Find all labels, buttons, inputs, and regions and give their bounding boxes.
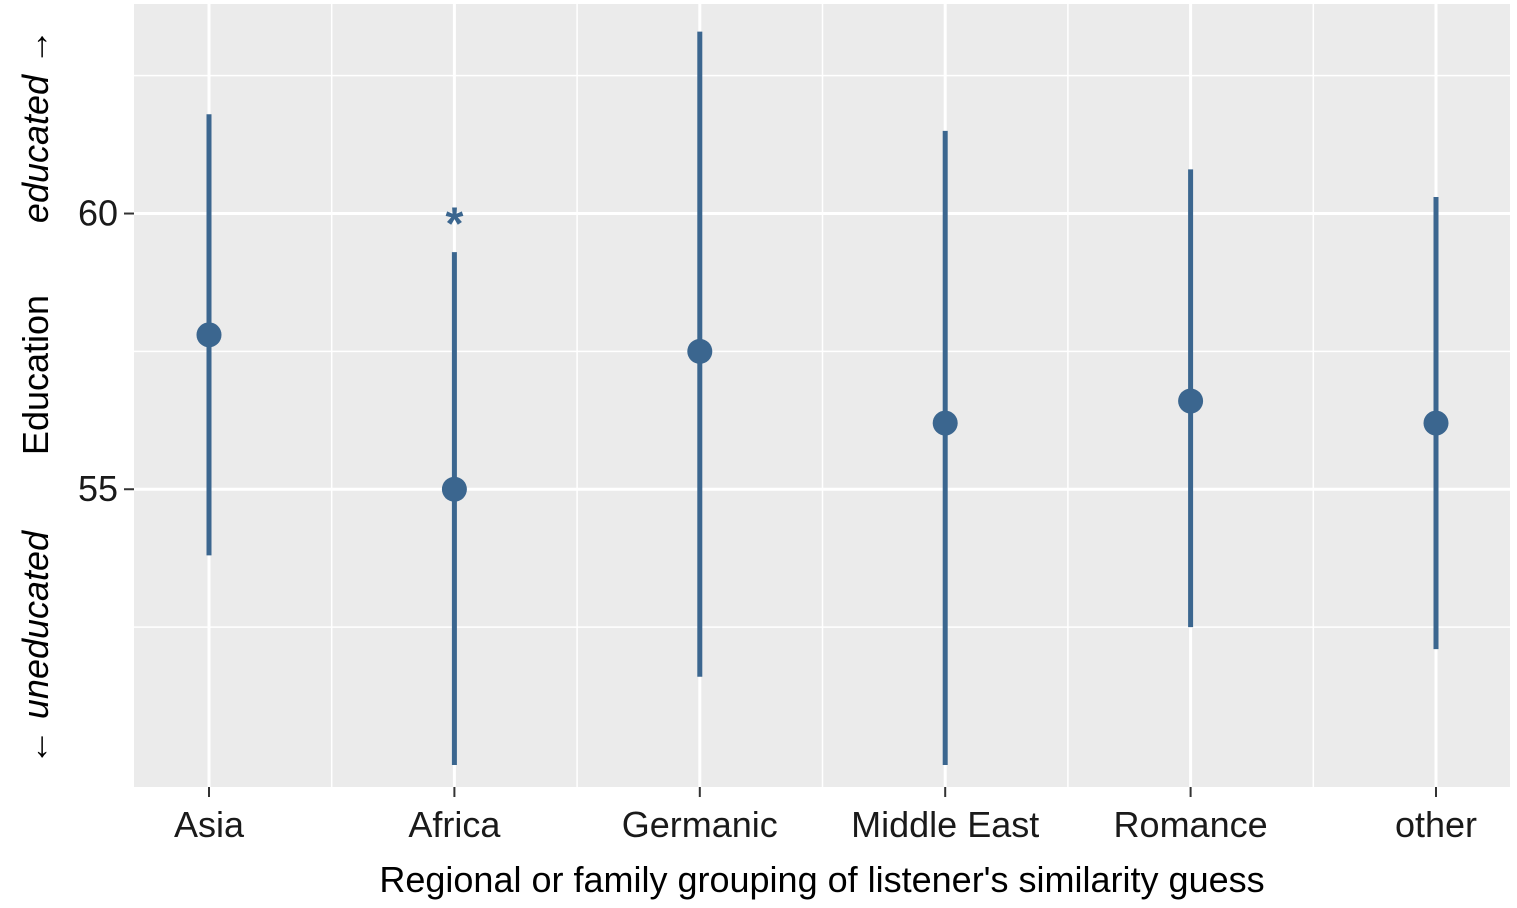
x-tick-label: other [1395,804,1477,845]
x-tick-label: Middle East [851,804,1039,845]
data-marks: * [196,31,1449,765]
x-tick-label: Africa [408,804,501,845]
point-estimate-middle-east [932,410,958,436]
point-estimate-romance [1178,388,1204,414]
y-tick-label: 55 [78,468,118,509]
axes: 55 60 Asia Africa Germanic Middle East Romance… [78,193,1477,845]
point-estimate-germanic [687,338,713,364]
y-axis-title-group: ← uneducated Education educated → [15,29,56,765]
y-axis-title-center: Education [15,295,56,455]
x-tick-label: Asia [174,804,245,845]
x-axis-title: Regional or family grouping of listener'… [379,859,1264,900]
x-tick-label: Germanic [622,804,778,845]
y-axis-title-high: educated → [15,29,56,223]
point-estimate-other [1423,410,1449,436]
x-tick-label: Romance [1114,804,1268,845]
y-axis-title-low: ← uneducated [15,530,56,765]
point-estimate-asia [196,322,222,348]
point-estimate-africa [441,476,467,502]
significance-marker: * [445,198,463,250]
y-tick-label: 60 [78,193,118,234]
